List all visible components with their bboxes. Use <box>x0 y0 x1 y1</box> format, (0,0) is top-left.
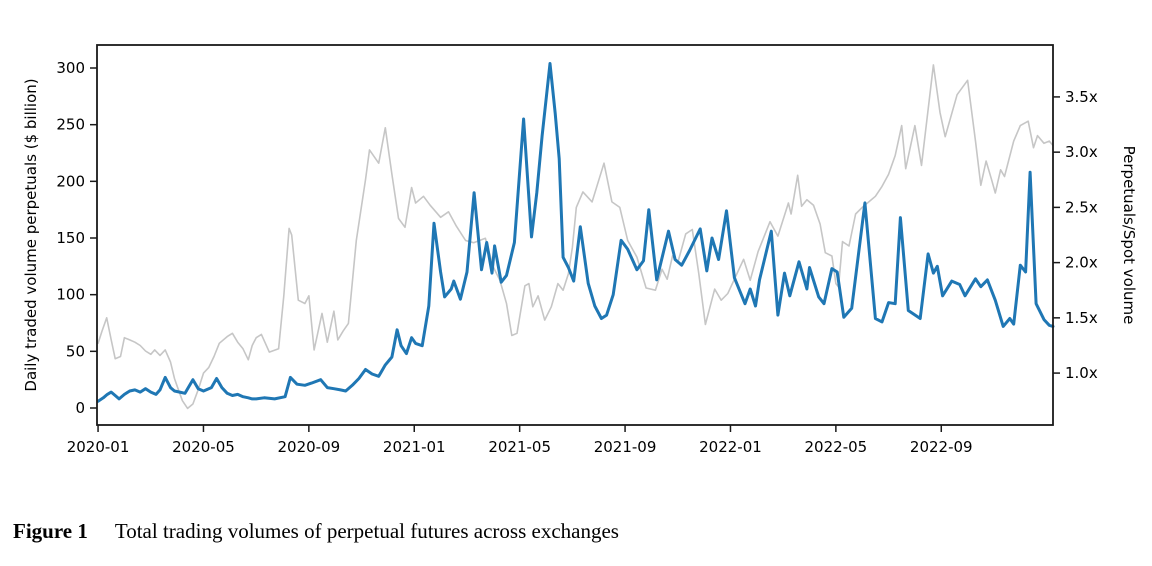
right-axis-title: Perpetuals/Spot volume <box>1120 146 1138 325</box>
x-tick-label: 2020-09 <box>278 438 341 456</box>
x-tick-label: 2021-05 <box>488 438 551 456</box>
left-tick-label: 300 <box>56 59 85 77</box>
right-tick-label: 2.5x <box>1065 198 1098 216</box>
right-tick-label: 3.5x <box>1065 88 1098 106</box>
x-tick-label: 2021-01 <box>383 438 446 456</box>
y-axis-left: 0 50 100 150 200 250 300 <box>56 59 97 417</box>
right-tick-label: 1.0x <box>1065 364 1098 382</box>
left-tick-label: 200 <box>56 172 85 190</box>
figure-caption-text: Total trading volumes of perpetual futur… <box>114 519 619 543</box>
x-tick-label: 2022-09 <box>910 438 973 456</box>
x-tick-label: 2020-05 <box>172 438 235 456</box>
plot-frame <box>96 44 1054 426</box>
series-line-perpetual-futures-volume <box>96 62 1055 403</box>
figure-caption-label: Figure 1 <box>13 519 88 543</box>
figure-caption: Figure 1 Total trading volumes of perpetu… <box>13 519 619 544</box>
x-axis: 2020-01 2020-05 2020-09 2021-01 2021-05 2021-… <box>67 425 973 456</box>
right-tick-label: 1.5x <box>1065 309 1098 327</box>
x-tick-label: 2021-09 <box>594 438 657 456</box>
left-tick-label: 150 <box>56 229 85 247</box>
x-tick-label: 2022-01 <box>699 438 762 456</box>
left-tick-label: 250 <box>56 116 85 134</box>
left-tick-label: 50 <box>66 342 85 360</box>
x-tick-label: 2020-01 <box>67 438 130 456</box>
series-line-perpetuals-spot-ratio <box>97 64 1054 410</box>
left-axis-title: Daily traded volume perpetuals ($ billio… <box>22 78 40 391</box>
left-tick-label: 0 <box>75 399 85 417</box>
left-tick-label: 100 <box>56 286 85 304</box>
right-tick-label: 3.0x <box>1065 143 1098 161</box>
x-tick-label: 2022-05 <box>805 438 868 456</box>
series-layer <box>96 62 1055 410</box>
perpetual-volume-chart: 0 50 100 150 200 250 300 Daily traded volume pe… <box>22 44 1138 456</box>
right-tick-label: 2.0x <box>1065 254 1098 272</box>
y-axis-right: 1.0x 1.5x 2.0x 2.5x 3.0x 3.5x <box>1053 88 1098 382</box>
